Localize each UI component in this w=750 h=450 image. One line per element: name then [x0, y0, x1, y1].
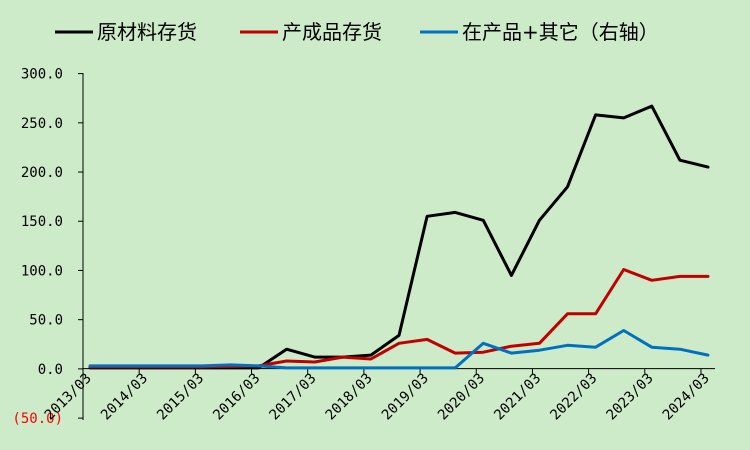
series-group: [88, 104, 710, 370]
y-tick-label: 100.0: [21, 263, 63, 279]
x-tick-label: 2024/03: [660, 370, 713, 423]
y-tick-label: 200.0: [21, 165, 63, 181]
x-tick-label: 2020/03: [435, 370, 488, 423]
y-tick-label: 150.0: [21, 214, 63, 230]
legend: 原材料存货 产成品存货 在产品+其它（右轴）: [55, 20, 659, 44]
series-line-0: [88, 104, 710, 370]
legend-label-raw-materials: 原材料存货: [97, 20, 197, 44]
x-tick-label: 2019/03: [379, 370, 432, 423]
x-tick-label: 2017/03: [267, 370, 320, 423]
y-tick-label: 250.0: [21, 116, 63, 132]
x-tick-label: 2016/03: [210, 370, 263, 423]
y-tick-label: (50.0): [12, 411, 63, 427]
y-tick-label: 50.0: [29, 313, 63, 329]
series-line-2: [88, 329, 710, 370]
x-tick-label: 2014/03: [98, 370, 151, 423]
x-tick-label: 2015/03: [154, 370, 207, 423]
x-tick-label: 2018/03: [323, 370, 376, 423]
series-line-1: [88, 268, 710, 369]
y-tick-label: 300.0: [21, 67, 63, 83]
x-tick-label: 2021/03: [491, 370, 544, 423]
x-tick-label: 2022/03: [547, 370, 600, 423]
x-axis: 2013/03 2014/03 2015/03 2016/03 2017/03 2018/…: [42, 368, 713, 423]
y-axis: (50.0) 0.0 50.0 100.0 150.0 200.0 250.0 300.0: [12, 67, 83, 427]
legend-label-work-in-progress: 在产品+其它（右轴）: [462, 20, 659, 44]
legend-label-finished-goods: 产成品存货: [282, 20, 382, 44]
x-tick-label: 2013/03: [42, 370, 95, 423]
y-tick-label: 0.0: [38, 362, 63, 378]
x-tick-label: 2023/03: [604, 370, 657, 423]
